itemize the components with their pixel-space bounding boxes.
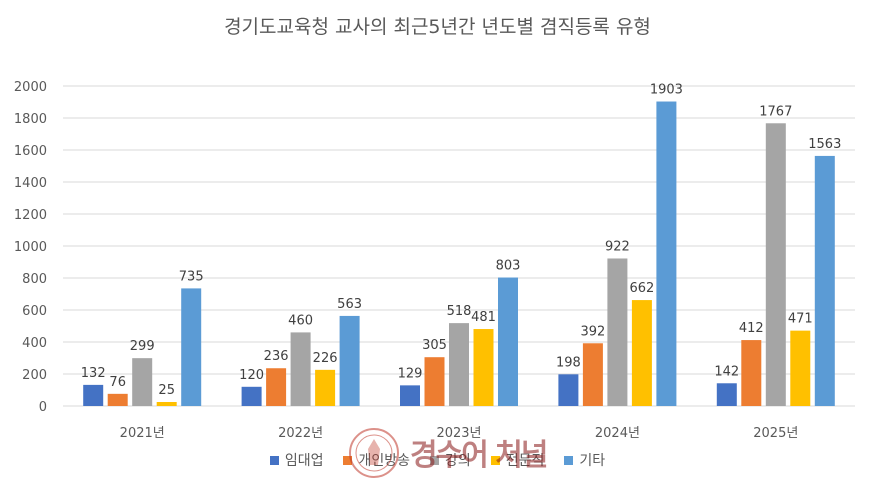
data-label: 662	[629, 281, 654, 296]
y-tick-label: 1600	[14, 144, 47, 159]
bar	[424, 357, 445, 406]
legend-item: 전문직	[490, 450, 545, 470]
bar	[132, 358, 153, 406]
bar	[181, 288, 202, 406]
x-tick-label: 2023년	[436, 426, 481, 441]
data-label: 236	[264, 349, 289, 364]
data-label: 412	[739, 321, 764, 336]
data-label: 299	[130, 339, 155, 354]
data-label: 142	[714, 364, 739, 379]
x-tick-label: 2024년	[595, 426, 640, 441]
handwritten-signature: 경수어 처널	[410, 438, 548, 473]
data-label: 735	[179, 269, 204, 284]
y-tick-label: 1000	[14, 240, 47, 255]
data-label: 563	[337, 297, 362, 312]
data-label: 25	[158, 383, 175, 398]
bar	[266, 368, 287, 406]
y-tick-label: 1200	[14, 208, 47, 223]
y-tick-label: 800	[22, 272, 47, 287]
legend-swatch	[564, 455, 574, 465]
legend-label: 전문직	[505, 453, 545, 469]
legend-swatch	[343, 455, 353, 465]
x-tick-label: 2021년	[120, 426, 165, 441]
bar	[631, 300, 652, 406]
bar	[498, 277, 518, 406]
data-label: 803	[496, 259, 521, 274]
data-label: 922	[605, 239, 630, 254]
bar	[790, 330, 811, 406]
data-label: 198	[556, 355, 581, 370]
bar	[473, 329, 494, 406]
bar	[241, 386, 262, 406]
data-label: 120	[239, 368, 264, 383]
legend-swatch	[430, 455, 439, 465]
bar	[814, 155, 835, 406]
y-tick-label: 200	[22, 368, 47, 383]
legend-item: 임대업	[269, 450, 324, 470]
data-label: 132	[81, 366, 106, 381]
bar	[558, 374, 579, 406]
legend-label: 임대업	[284, 453, 324, 469]
bar	[449, 323, 469, 406]
data-label: 392	[580, 324, 605, 339]
bar	[582, 343, 603, 406]
x-tick-label: 2025년	[753, 426, 798, 441]
y-axis-labels: 0 200 400 600 800 1000 1200 1400 1600 1800 2000	[14, 80, 47, 415]
data-label: 460	[288, 313, 313, 328]
y-tick-label: 2000	[14, 80, 47, 95]
y-tick-label: 0	[39, 400, 47, 415]
data-label: 1903	[650, 83, 683, 98]
data-label: 471	[788, 312, 813, 327]
data-label: 1767	[759, 104, 792, 119]
y-tick-label: 400	[22, 336, 47, 351]
seal-stamp	[349, 428, 399, 478]
bar	[339, 315, 360, 406]
bar	[83, 384, 104, 406]
data-label: 129	[398, 366, 423, 381]
x-tick-label: 2022년	[278, 426, 323, 441]
y-tick-label: 1800	[14, 112, 47, 127]
y-tick-label: 600	[22, 304, 47, 319]
bar	[290, 332, 311, 406]
data-label: 481	[471, 310, 496, 325]
data-label: 305	[422, 338, 447, 353]
bar	[315, 369, 336, 406]
bar	[400, 385, 420, 406]
data-label: 1563	[808, 137, 841, 152]
legend: 임대업 개인방송 강의 전문직 기타	[0, 450, 875, 470]
data-label: 226	[313, 351, 338, 366]
x-axis-labels: 2021년 2022년 2023년 2024년 2025년	[120, 426, 799, 441]
legend-swatch	[490, 455, 500, 465]
legend-swatch	[269, 455, 279, 465]
bar	[156, 402, 177, 406]
bar	[741, 340, 762, 406]
legend-label: 강의	[445, 453, 471, 469]
bar	[656, 101, 677, 407]
chart-title: 경기도교육청 교사의 최근5년간 년도별 겸직등록 유형	[224, 16, 651, 38]
bar	[765, 123, 786, 406]
bar	[607, 258, 628, 406]
data-label: 518	[447, 304, 472, 319]
data-label: 76	[109, 375, 126, 390]
y-tick-label: 1400	[14, 176, 47, 191]
legend-label: 기타	[579, 453, 606, 469]
bar	[107, 393, 128, 406]
legend-item: 강의	[430, 450, 471, 470]
legend-item: 기타	[564, 450, 605, 470]
bar	[716, 383, 737, 406]
